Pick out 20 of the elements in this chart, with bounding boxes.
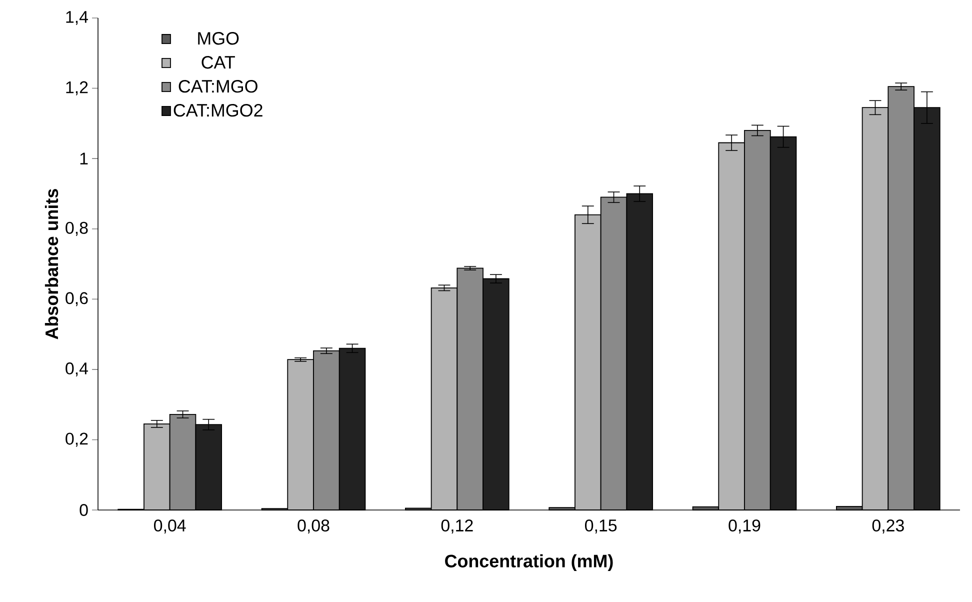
legend-label: CAT:MGO2 xyxy=(174,104,262,117)
y-tick-label: 0,4 xyxy=(66,362,88,376)
x-tick-label: 0,23 xyxy=(872,519,904,534)
legend-label: MGO xyxy=(198,32,239,45)
y-tick-label: 1,2 xyxy=(66,81,88,96)
x-tick-label: 0,15 xyxy=(585,519,617,534)
legend-label: CAT:MGO xyxy=(178,80,258,93)
y-tick-label: 0 xyxy=(80,504,88,516)
x-tick-label: 0,12 xyxy=(441,519,473,534)
x-tick-label: 0,19 xyxy=(728,519,760,534)
y-tick-label: 0,6 xyxy=(66,292,88,306)
y-tick-label: 0,8 xyxy=(66,222,88,236)
x-tick-label: 0,04 xyxy=(154,519,186,534)
x-tick-label: 0,08 xyxy=(298,519,330,534)
y-axis-title: Absorbance units xyxy=(44,189,58,340)
y-tick-label: 1 xyxy=(80,152,88,164)
x-axis-title: Concentration (mM) xyxy=(445,554,613,571)
y-tick-label: 0,2 xyxy=(66,432,88,447)
y-tick-label: 1,4 xyxy=(66,11,88,25)
legend-label: CAT xyxy=(202,56,235,69)
